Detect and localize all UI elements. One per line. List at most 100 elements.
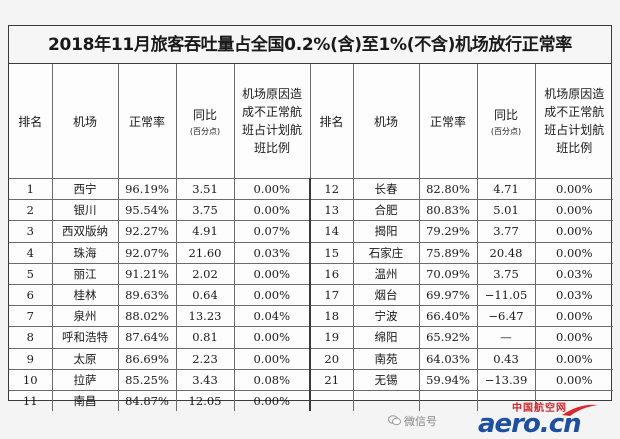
table-row: 3 西双版纳 92.27% 4.91 0.07% 14 揭阳 79.29% 3.77 0.00% bbox=[9, 220, 613, 243]
right-cell-cause: 0.00% bbox=[534, 177, 613, 201]
watermark-footer: 微信号 中国航空网 aero.cn bbox=[0, 401, 620, 439]
right-cell-airport: 长春 bbox=[352, 177, 420, 201]
left-cell-rank: 2 bbox=[9, 199, 53, 222]
left-cell-cause: 0.08% bbox=[233, 368, 311, 391]
data-table: 排名 机场 正常率 同比 (百分点) 机场原因造成不正常航班占计划航班比例 排名 … bbox=[9, 64, 613, 412]
right-cell-cause: 0.03% bbox=[534, 283, 613, 307]
left-cell-rank: 3 bbox=[9, 220, 53, 243]
right-cell-yoy: 3.77 bbox=[476, 220, 536, 243]
right-cell-rank: 12 bbox=[309, 177, 354, 201]
left-cell-yoy: 3.43 bbox=[175, 368, 235, 391]
table-row: 7 泉州 88.02% 13.23 0.04% 18 宁波 66.40% −6.47 0.00% bbox=[9, 305, 613, 328]
left-cell-rank: 8 bbox=[9, 326, 53, 349]
header-yoy-unit-2: (百分点) bbox=[490, 126, 522, 136]
left-cell-rate: 96.19% bbox=[117, 177, 177, 201]
header-row: 排名 机场 正常率 同比 (百分点) 机场原因造成不正常航班占计划航班比例 排名 … bbox=[9, 64, 613, 179]
left-cell-airport: 西宁 bbox=[51, 177, 119, 201]
left-cell-cause: 0.00% bbox=[233, 199, 311, 222]
right-cell-rank: 15 bbox=[309, 241, 354, 264]
right-cell-rate: 64.03% bbox=[418, 347, 478, 370]
right-cell-rate: 79.29% bbox=[418, 220, 478, 243]
plane-icon bbox=[562, 404, 598, 416]
table-row: 1 西宁 96.19% 3.51 0.00% 12 长春 82.80% 4.71 0.00% bbox=[9, 177, 613, 201]
left-cell-cause: 0.00% bbox=[233, 347, 311, 370]
left-cell-cause: 0.03% bbox=[233, 241, 311, 264]
table-row: 6 桂林 89.63% 0.64 0.00% 17 烟台 69.97% −11.05 0.03% bbox=[9, 283, 613, 307]
header-rank: 排名 bbox=[9, 64, 53, 179]
left-cell-cause: 0.00% bbox=[233, 283, 311, 307]
left-cell-cause: 0.07% bbox=[233, 220, 311, 243]
left-cell-rate: 89.63% bbox=[117, 283, 177, 307]
left-cell-airport: 呼和浩特 bbox=[51, 326, 119, 349]
right-cell-cause: 0.00% bbox=[534, 347, 613, 370]
header-airport: 机场 bbox=[51, 64, 119, 179]
left-cell-rank: 6 bbox=[9, 283, 53, 307]
left-cell-cause: 0.00% bbox=[233, 262, 311, 285]
header-yoy-2: 同比 (百分点) bbox=[476, 64, 536, 179]
left-cell-yoy: 2.23 bbox=[175, 347, 235, 370]
right-cell-rank: 19 bbox=[309, 326, 354, 349]
page-title: 2018年11月旅客吞吐量占全国0.2%(含)至1%(不含)机场放行正常率 bbox=[9, 26, 611, 64]
right-cell-airport: 揭阳 bbox=[352, 220, 420, 243]
table-row: 4 珠海 92.07% 21.60 0.03% 15 石家庄 75.89% 20.48 0.00% bbox=[9, 241, 613, 264]
right-cell-cause: 0.00% bbox=[534, 199, 613, 222]
right-cell-rank: 21 bbox=[309, 368, 354, 391]
left-cell-cause: 0.04% bbox=[233, 305, 311, 328]
table-row: 10 拉萨 85.25% 3.43 0.08% 21 无锡 59.94% −13.39 0.00% bbox=[9, 368, 613, 391]
left-cell-rank: 5 bbox=[9, 262, 53, 285]
left-cell-airport: 银川 bbox=[51, 199, 119, 222]
right-cell-yoy: 3.75 bbox=[476, 262, 536, 285]
right-cell-rate: 80.83% bbox=[418, 199, 478, 222]
header-rate-2: 正常率 bbox=[418, 64, 478, 179]
logo-chinese: 中国航空网 bbox=[512, 403, 567, 414]
table-row: 11 南昌 84.87% 12.05 0.00% bbox=[9, 389, 613, 412]
right-cell-airport: 烟台 bbox=[352, 283, 420, 307]
left-cell-yoy: 13.23 bbox=[175, 305, 235, 328]
table-body: 1 西宁 96.19% 3.51 0.00% 12 长春 82.80% 4.71 0.00% 2 银川… bbox=[9, 177, 613, 412]
right-cell-rank: 17 bbox=[309, 283, 354, 307]
header-yoy-unit: (百分点) bbox=[189, 126, 221, 136]
left-cell-rank: 9 bbox=[9, 347, 53, 370]
right-cell-cause: 0.00% bbox=[534, 220, 613, 243]
left-cell-rate: 95.54% bbox=[117, 199, 177, 222]
header-yoy-label: 同比 bbox=[192, 107, 217, 122]
right-cell-rank: 14 bbox=[309, 220, 354, 243]
left-cell-rate: 92.07% bbox=[117, 241, 177, 264]
left-cell-rank: 11 bbox=[9, 389, 53, 412]
right-cell-yoy: −11.05 bbox=[476, 283, 536, 307]
right-cell-yoy: 5.01 bbox=[476, 199, 536, 222]
wechat-icon bbox=[388, 415, 401, 426]
left-cell-rate: 92.27% bbox=[117, 220, 177, 243]
header-cause-2: 机场原因造成不正常航班占计划航班比例 bbox=[534, 64, 613, 179]
header-rank-2: 排名 bbox=[309, 64, 354, 179]
right-cell-rate: 66.40% bbox=[418, 305, 478, 328]
right-cell-airport: 南苑 bbox=[352, 347, 420, 370]
left-cell-yoy: 12.05 bbox=[175, 389, 235, 412]
right-cell-yoy: 0.43 bbox=[476, 347, 536, 370]
left-cell-yoy: 3.75 bbox=[175, 199, 235, 222]
wechat-text: 微信号 bbox=[404, 415, 437, 428]
right-cell-cause: 0.00% bbox=[534, 305, 613, 328]
right-cell-cause: 0.00% bbox=[534, 368, 613, 391]
right-cell-rate: 65.92% bbox=[418, 326, 478, 349]
left-cell-rate: 85.25% bbox=[117, 368, 177, 391]
right-cell-rank: 20 bbox=[309, 347, 354, 370]
right-cell-rank: 13 bbox=[309, 199, 354, 222]
right-cell-airport: 宁波 bbox=[352, 305, 420, 328]
left-cell-rate: 91.21% bbox=[117, 262, 177, 285]
header-yoy: 同比 (百分点) bbox=[175, 64, 235, 179]
table-row: 9 太原 86.69% 2.23 0.00% 20 南苑 64.03% 0.43 0.00% bbox=[9, 347, 613, 370]
right-cell-airport: 温州 bbox=[352, 262, 420, 285]
header-rate: 正常率 bbox=[117, 64, 177, 179]
header-airport-2: 机场 bbox=[352, 64, 420, 179]
left-cell-airport: 拉萨 bbox=[51, 368, 119, 391]
right-cell-cause: 0.00% bbox=[534, 326, 613, 349]
left-cell-airport: 西双版纳 bbox=[51, 220, 119, 243]
left-cell-rank: 4 bbox=[9, 241, 53, 264]
right-cell-airport: 石家庄 bbox=[352, 241, 420, 264]
left-cell-rank: 1 bbox=[9, 177, 53, 201]
left-cell-rate: 84.87% bbox=[117, 389, 177, 412]
right-cell-airport: 无锡 bbox=[352, 368, 420, 391]
left-cell-rank: 7 bbox=[9, 305, 53, 328]
right-cell-yoy: −6.47 bbox=[476, 305, 536, 328]
